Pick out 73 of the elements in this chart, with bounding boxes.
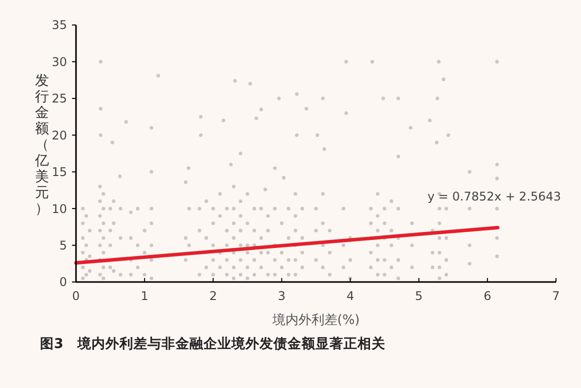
point [199,133,203,137]
point [118,174,122,178]
point [495,254,499,258]
point [199,114,203,119]
point [295,92,299,96]
point [495,60,499,64]
x-tick-label: 0 [72,289,80,303]
x-tick-label: 7 [552,289,560,303]
point [295,133,299,137]
x-tick-label: 3 [278,289,286,303]
point [322,147,326,151]
point [98,133,102,137]
point [495,162,499,166]
y-tick-label: 20 [52,128,67,142]
point [468,170,472,174]
point [273,166,277,170]
point [248,82,252,86]
x-tick-label: 4 [346,289,354,303]
y-tick-label: 10 [52,202,67,216]
point [321,96,325,100]
text: 图3 境内外利差与非金融企业境外发债金额显著正相关 [40,335,386,352]
point [98,60,102,64]
point [381,96,385,100]
point [316,133,320,137]
point [344,60,348,64]
y-tick-label: 15 [52,165,67,180]
point [442,78,446,82]
point [98,106,102,111]
point [238,152,242,156]
point [495,206,499,210]
y-tick-label: 5 [59,238,67,252]
point [468,243,472,248]
y-tick-label: 30 [52,54,67,69]
point [233,79,237,83]
point [150,126,154,130]
point [184,180,188,184]
point [436,96,440,100]
point [396,96,400,100]
point [495,236,499,240]
point [468,206,472,210]
point [408,126,412,130]
point [495,176,499,180]
point [428,118,432,122]
point [434,140,438,144]
y-tick-label: 35 [52,18,67,32]
x-tick-label: 1 [140,289,148,303]
x-tick-label: 6 [484,289,492,303]
point [124,120,128,124]
point [344,111,348,115]
point [254,116,258,120]
point [186,166,190,170]
point [259,108,263,112]
point [468,262,472,266]
point [222,118,226,122]
point [277,96,281,100]
point [110,140,114,144]
point [150,170,154,174]
point [304,106,308,111]
y-tick-label: 25 [52,92,67,106]
point [396,154,400,158]
point [370,60,374,64]
y-tick-label: 0 [59,275,67,290]
point [446,133,450,137]
text: 发行金额（亿美元） [35,73,49,217]
point [436,60,441,64]
point [156,74,160,78]
x-tick-label: 2 [209,289,217,303]
x-tick-label: 5 [415,289,423,303]
x-axis-title: 境内外利差(%) [271,312,360,328]
point [229,162,233,166]
point [263,188,268,192]
point [282,176,286,180]
annotation: y = 0.7852x + 2.5643 [428,189,562,204]
